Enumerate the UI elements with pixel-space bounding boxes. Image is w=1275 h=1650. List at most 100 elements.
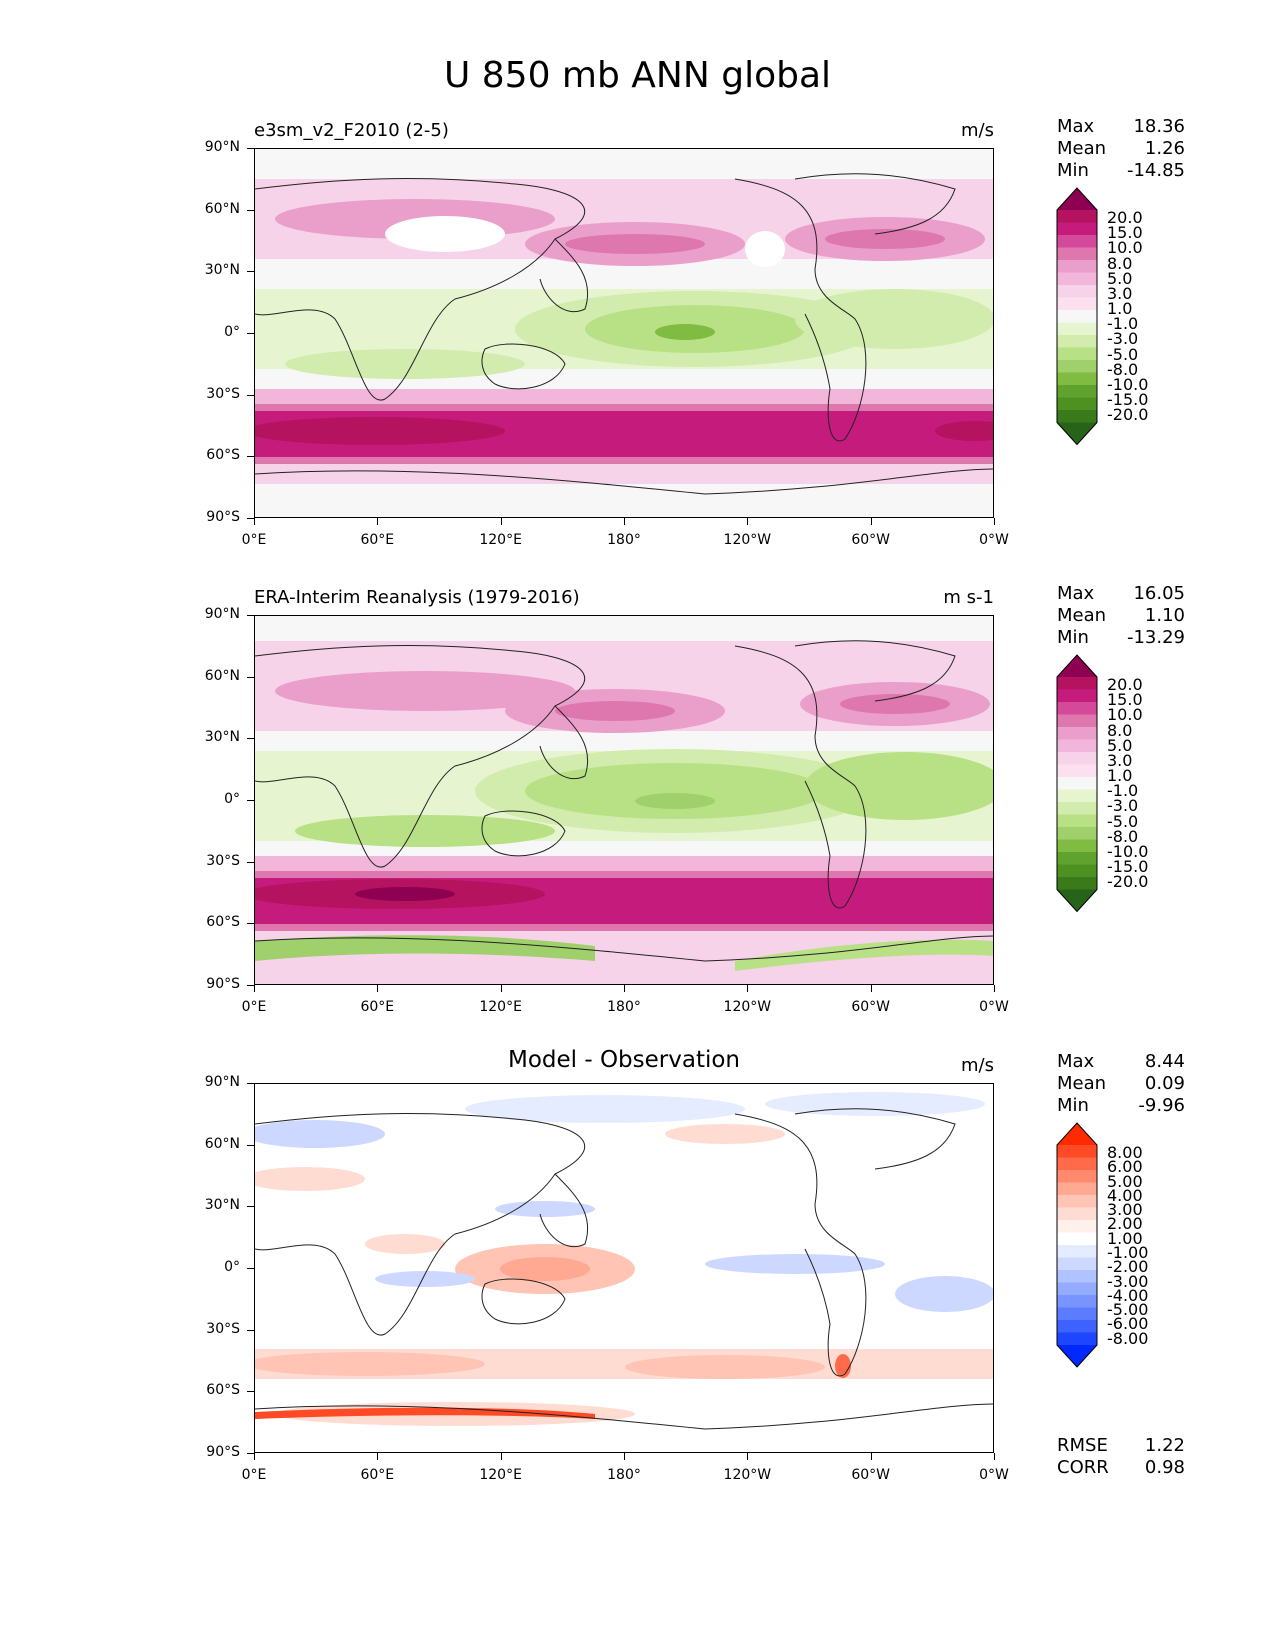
colorbar-segment <box>1057 714 1097 728</box>
colorbar-extend-top <box>1057 1123 1097 1145</box>
colorbar <box>1056 187 1098 446</box>
colorbar <box>1056 654 1098 913</box>
colorbar-segment <box>1057 410 1097 423</box>
map-plot <box>254 1083 994 1453</box>
lat-tick-label: 30°S <box>206 1320 240 1337</box>
lon-tick-mark <box>870 1453 872 1460</box>
lat-tick-label: 60°N <box>204 667 240 684</box>
colorbar-segment <box>1057 1170 1097 1183</box>
lat-tick-mark <box>247 615 254 616</box>
lat-tick-label: 60°S <box>206 1382 240 1399</box>
corr-value: 0.98 <box>1144 1457 1185 1478</box>
colorbar-segment <box>1057 814 1097 828</box>
figure-title: U 850 mb ANN global <box>443 55 832 96</box>
stats-box: Max 18.36 Mean 1.26 Min -14.85 <box>1057 116 1185 182</box>
colorbar-tick-label: 10.0 <box>1107 705 1143 725</box>
lat-tick-mark <box>247 1144 254 1146</box>
colorbar-segment <box>1057 260 1097 273</box>
lon-tick-label: 60°E <box>360 1467 395 1483</box>
colorbar-segment <box>1057 360 1097 373</box>
colorbar-tick-label: -1.00 <box>1107 1243 1149 1262</box>
lon-tick-label: 120°W <box>723 1467 772 1483</box>
colorbar-tick-label: -2.00 <box>1107 1257 1149 1277</box>
colorbar-tick-label: 2.00 <box>1107 1214 1143 1234</box>
lat-tick-mark <box>247 1453 254 1454</box>
lon-tick-mark <box>254 985 255 992</box>
lat-tick-mark <box>247 1329 254 1331</box>
stat-max-value: 8.44 <box>1144 1051 1185 1072</box>
lat-tick-mark <box>247 148 254 149</box>
colorbar-tick-label: -15.0 <box>1107 857 1149 877</box>
colorbar-tick-label: -3.00 <box>1107 1271 1149 1291</box>
stat-min-value: -9.96 <box>1138 1095 1185 1116</box>
colorbar-segment <box>1057 802 1097 815</box>
colorbar-tick-label: -1.0 <box>1107 314 1139 334</box>
colorbar-segment <box>1057 335 1097 348</box>
lon-tick-mark <box>624 985 625 992</box>
lat-tick-mark <box>247 456 254 458</box>
lat-tick-label: 30°N <box>204 729 240 746</box>
lat-tick-mark <box>247 394 254 396</box>
lon-tick-mark <box>747 1453 749 1460</box>
colorbar-segment <box>1057 210 1097 223</box>
colorbar-segment <box>1057 677 1097 690</box>
lon-tick-mark <box>500 1453 502 1460</box>
colorbar-tick-label: 1.0 <box>1107 766 1133 786</box>
colorbar-tick-label: -8.0 <box>1107 359 1139 379</box>
lat-tick-label: 30°N <box>204 262 240 279</box>
lon-tick-mark <box>254 518 255 525</box>
stat-min-label: Min <box>1057 1095 1089 1116</box>
colorbar-segment <box>1057 310 1097 323</box>
colorbar-segment <box>1057 1307 1097 1321</box>
colorbar <box>1056 1122 1098 1368</box>
colorbar-tick-label: 20.0 <box>1107 675 1143 694</box>
lon-tick-label: 180° <box>607 1467 641 1483</box>
lon-tick-label: 60°W <box>851 532 890 548</box>
colorbar-tick-label: -6.00 <box>1107 1314 1149 1334</box>
colorbar-tick-label: -10.0 <box>1107 374 1149 394</box>
colorbar-segment <box>1057 272 1097 286</box>
lat-tick-mark <box>247 1206 254 1208</box>
colorbar-segment <box>1057 397 1097 411</box>
lat-tick-label: 0° <box>224 324 240 340</box>
stats-box: Max 8.44 Mean 0.09 Min -9.96 <box>1057 1051 1185 1117</box>
lat-tick-label: 60°N <box>204 1135 240 1152</box>
stat-mean-value: 0.09 <box>1144 1073 1185 1094</box>
lat-tick-label: 90°S <box>206 509 240 525</box>
colorbar-segment <box>1057 764 1097 778</box>
colorbar-segment <box>1057 839 1097 853</box>
lon-tick-mark <box>994 518 995 525</box>
colorbar-segment <box>1057 752 1097 765</box>
colorbar-tick-label: 8.0 <box>1107 720 1133 740</box>
map-plot <box>254 148 994 518</box>
colorbar-tick-label: 1.0 <box>1107 299 1133 319</box>
colorbar-tick-label: 20.0 <box>1107 208 1143 227</box>
stat-mean-value: 1.26 <box>1144 138 1185 159</box>
colorbar-tick-label: 8.00 <box>1107 1143 1143 1162</box>
colorbar-segment <box>1057 727 1097 740</box>
lon-tick-label: 120°E <box>479 1467 522 1483</box>
lat-tick-mark <box>247 800 254 801</box>
colorbar-segment <box>1057 285 1097 298</box>
colorbar-tick-label: -15.0 <box>1107 390 1149 410</box>
stat-max-value: 18.36 <box>1133 116 1185 137</box>
colorbar-segment <box>1057 1332 1097 1346</box>
colorbar-tick-label: -5.00 <box>1107 1300 1149 1320</box>
lon-tick-mark <box>500 518 502 525</box>
colorbar-tick-label: -4.00 <box>1107 1285 1149 1305</box>
lon-tick-mark <box>377 518 379 525</box>
stat-min-label: Min <box>1057 627 1089 648</box>
lon-tick-label: 60°E <box>360 532 395 548</box>
colorbar-extend-bottom <box>1057 889 1097 912</box>
stat-min-value: -14.85 <box>1126 160 1185 181</box>
colorbar-segment <box>1057 297 1097 311</box>
stat-min-value: -13.29 <box>1126 627 1185 648</box>
colorbar-segment <box>1057 827 1097 840</box>
lat-tick-label: 90°S <box>206 976 240 992</box>
colorbar-tick-label: -20.0 <box>1107 872 1149 892</box>
colorbar-tick-label: 3.0 <box>1107 750 1133 770</box>
lon-tick-label: 0°E <box>241 532 267 548</box>
lon-tick-mark <box>994 1453 995 1460</box>
panel-test-model: e3sm_v2_F2010 (2-5) m/s <box>0 116 1275 580</box>
lon-tick-mark <box>747 985 749 992</box>
